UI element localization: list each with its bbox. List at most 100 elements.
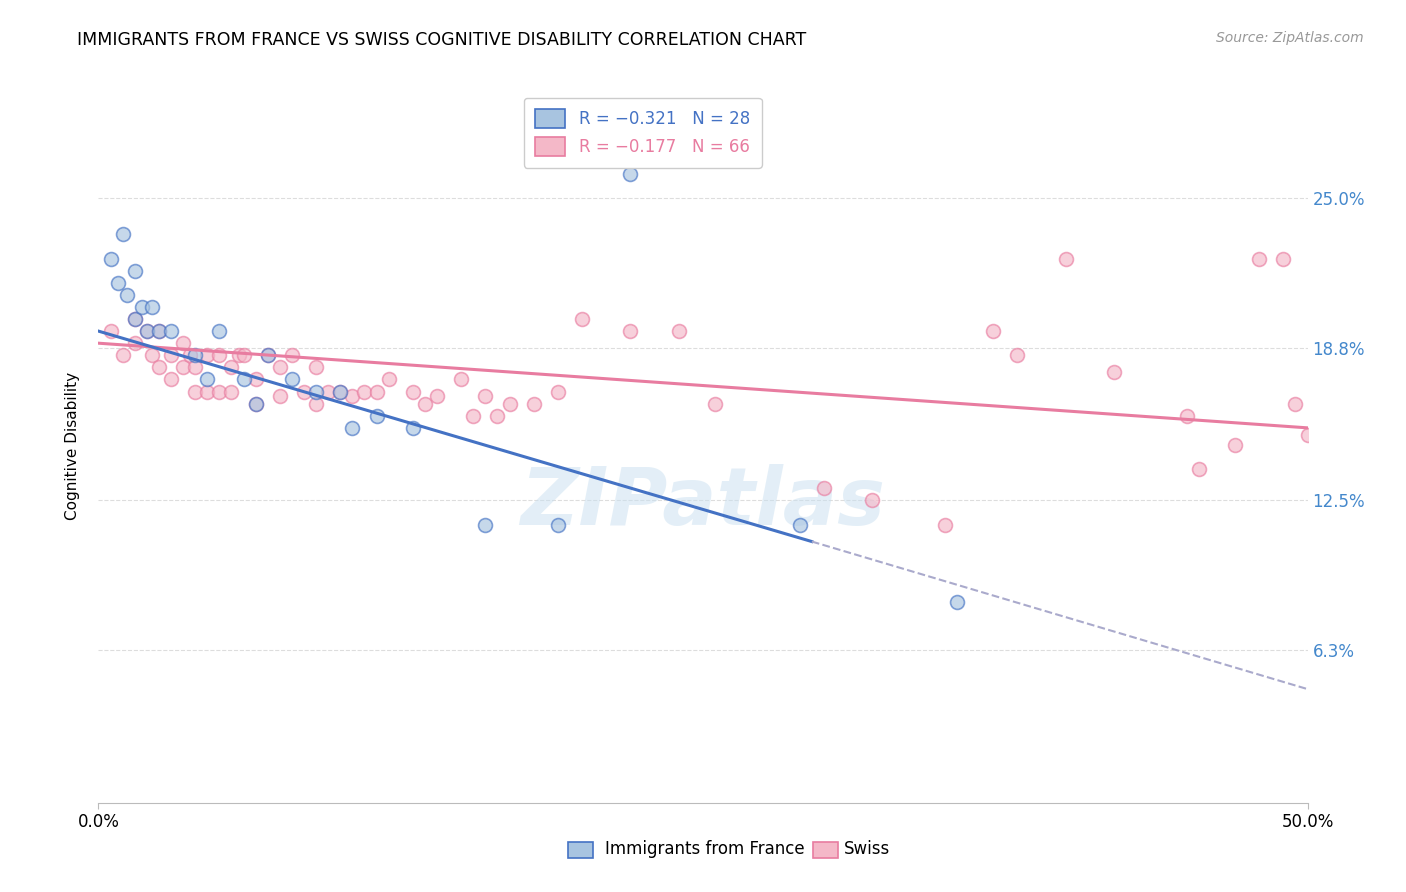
Text: Source: ZipAtlas.com: Source: ZipAtlas.com	[1216, 31, 1364, 45]
Point	[256, 348, 278, 362]
Point	[1284, 397, 1306, 411]
Point	[329, 384, 352, 399]
Point	[172, 336, 194, 351]
Point	[486, 409, 509, 423]
Point	[463, 409, 485, 423]
Point	[160, 324, 183, 338]
Point	[305, 384, 328, 399]
Point	[124, 312, 146, 326]
Y-axis label: Cognitive Disability: Cognitive Disability	[65, 372, 80, 520]
Point	[523, 397, 546, 411]
Point	[208, 384, 231, 399]
Point	[148, 324, 170, 338]
Point	[571, 312, 593, 326]
Point	[474, 389, 496, 403]
Point	[148, 324, 170, 338]
Point	[141, 300, 163, 314]
Point	[450, 372, 472, 386]
Point	[232, 372, 254, 386]
Point	[1249, 252, 1271, 266]
Point	[498, 397, 520, 411]
Point	[305, 360, 328, 375]
Point	[281, 348, 304, 362]
Point	[117, 288, 139, 302]
Point	[547, 384, 569, 399]
Point	[619, 167, 641, 181]
Point	[160, 348, 183, 362]
Point	[981, 324, 1004, 338]
Point	[195, 372, 218, 386]
Point	[195, 384, 218, 399]
Point	[208, 348, 231, 362]
Point	[232, 348, 254, 362]
Point	[281, 372, 304, 386]
Point	[131, 300, 153, 314]
Point	[160, 372, 183, 386]
Point	[184, 360, 207, 375]
Point	[245, 397, 267, 411]
Point	[1223, 438, 1246, 452]
Point	[228, 348, 250, 362]
Point	[245, 397, 267, 411]
Point	[292, 384, 315, 399]
Point	[1007, 348, 1029, 362]
Point	[1296, 428, 1319, 442]
Point	[1054, 252, 1077, 266]
Point	[946, 595, 969, 609]
Text: ZIPatlas: ZIPatlas	[520, 464, 886, 542]
Point	[342, 421, 364, 435]
Point	[402, 421, 425, 435]
Point	[342, 389, 364, 403]
Point	[124, 336, 146, 351]
Text: Immigrants from France: Immigrants from France	[605, 840, 804, 858]
Point	[329, 384, 352, 399]
Point	[353, 384, 375, 399]
Point	[1188, 462, 1211, 476]
Point	[547, 517, 569, 532]
Point	[111, 227, 134, 242]
Point	[208, 324, 231, 338]
Point	[860, 493, 883, 508]
Point	[366, 384, 388, 399]
Point	[184, 384, 207, 399]
Point	[366, 409, 388, 423]
Point	[111, 348, 134, 362]
Point	[100, 324, 122, 338]
Point	[1272, 252, 1295, 266]
Point	[668, 324, 690, 338]
Point	[704, 397, 727, 411]
Point	[179, 348, 201, 362]
Point	[316, 384, 339, 399]
Point	[377, 372, 399, 386]
Text: IMMIGRANTS FROM FRANCE VS SWISS COGNITIVE DISABILITY CORRELATION CHART: IMMIGRANTS FROM FRANCE VS SWISS COGNITIV…	[77, 31, 807, 49]
Point	[245, 372, 267, 386]
Point	[813, 481, 835, 495]
Point	[256, 348, 278, 362]
Legend: R = −0.321   N = 28, R = −0.177   N = 66: R = −0.321 N = 28, R = −0.177 N = 66	[523, 97, 762, 168]
Point	[619, 324, 641, 338]
Point	[141, 348, 163, 362]
Point	[402, 384, 425, 399]
Point	[221, 384, 243, 399]
Point	[184, 348, 207, 362]
Point	[135, 324, 157, 338]
Point	[135, 324, 157, 338]
Point	[1175, 409, 1198, 423]
Point	[426, 389, 449, 403]
Point	[124, 312, 146, 326]
Text: Swiss: Swiss	[844, 840, 890, 858]
Point	[195, 348, 218, 362]
Point	[474, 517, 496, 532]
Point	[305, 397, 328, 411]
Point	[789, 517, 811, 532]
Point	[100, 252, 122, 266]
Point	[221, 360, 243, 375]
Point	[1102, 365, 1125, 379]
Point	[107, 276, 129, 290]
Point	[124, 263, 146, 277]
Point	[934, 517, 956, 532]
Point	[413, 397, 436, 411]
Point	[148, 360, 170, 375]
Point	[172, 360, 194, 375]
Point	[269, 360, 291, 375]
